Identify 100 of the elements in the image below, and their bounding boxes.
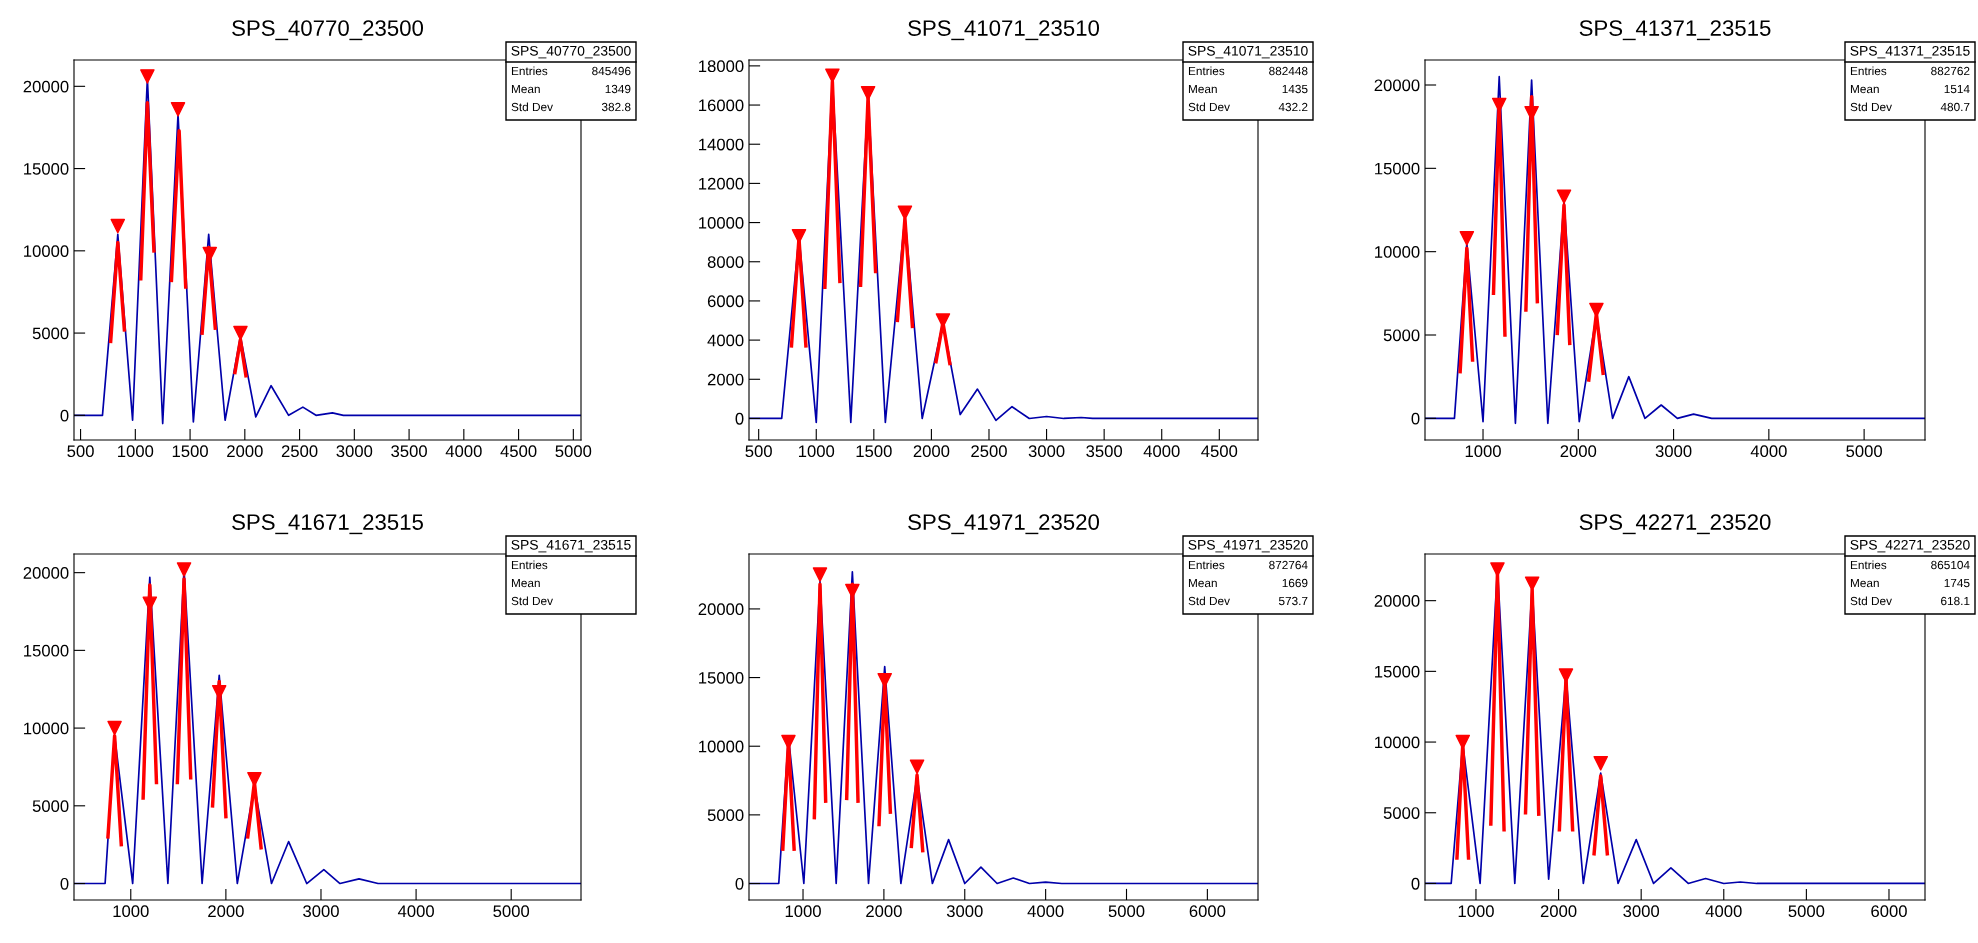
- annotation: Mean: [1188, 578, 1217, 588]
- x-tick-label: 4000: [1705, 905, 1742, 918]
- annotation: Entries: [1850, 66, 1887, 76]
- x-tick-label: 5000: [1788, 905, 1825, 918]
- text: SPS_42271_23520: [1850, 539, 1970, 553]
- y-tick-label: 20000: [23, 567, 69, 579]
- y-tick-label: 6000: [707, 295, 744, 308]
- x-tick-label: 5000: [555, 445, 592, 458]
- annotation: Mean: [511, 84, 540, 94]
- text: 865104: [1931, 560, 1970, 570]
- point: [791, 229, 807, 244]
- text: 432.2: [1278, 102, 1308, 112]
- x-tick-label: 1000: [798, 445, 835, 458]
- point: [170, 102, 186, 117]
- y-tick-label: 0: [1411, 412, 1420, 425]
- chart-title: SPS_41671_23515: [232, 514, 423, 535]
- point: [1491, 97, 1507, 113]
- x-tick-label: 2000: [208, 905, 244, 918]
- y-tick-label: 0: [735, 877, 744, 890]
- x-tick-label: 3000: [1655, 445, 1692, 458]
- x-tick-label: 500: [67, 445, 94, 458]
- chart-title: SPS_41971_23520: [908, 514, 1100, 535]
- x-tick-label: 4500: [500, 445, 537, 458]
- point: [877, 673, 892, 688]
- annotation: Std Dev: [511, 596, 553, 606]
- text: SPS_41971_23520: [1188, 539, 1308, 553]
- annotation: Mean: [1850, 578, 1879, 588]
- x-tick-label: 2000: [227, 445, 263, 458]
- x-tick-label: 6000: [1189, 905, 1226, 918]
- x-tick-label: 3000: [303, 905, 339, 918]
- point: [140, 69, 155, 84]
- text: SPS_41671_23515: [511, 539, 631, 553]
- x-tick-label: 500: [745, 445, 772, 458]
- x-tick-label: 2000: [1540, 905, 1577, 918]
- y-tick-label: 20000: [23, 80, 69, 93]
- chart-title: SPS_42271_23520: [1579, 514, 1771, 535]
- y-tick-label: 10000: [699, 216, 744, 229]
- y-tick-label: 15000: [1375, 162, 1420, 175]
- x-tick-label: 2500: [971, 445, 1007, 458]
- point: [247, 772, 262, 787]
- x-tick-label: 4500: [1201, 445, 1238, 458]
- annotation: Std Dev: [1188, 596, 1230, 606]
- y-tick-label: 10000: [699, 740, 744, 753]
- y-tick-label: 8000: [707, 256, 744, 268]
- x-tick-label: 3000: [946, 905, 983, 918]
- y-tick-label: 16000: [699, 99, 744, 112]
- x-tick-label: 1000: [118, 445, 154, 458]
- text: 382.8: [601, 102, 631, 112]
- annotation: Entries: [511, 560, 548, 570]
- point: [107, 720, 122, 736]
- text: 882448: [1269, 66, 1308, 76]
- x-tick-label: 1000: [1458, 905, 1494, 918]
- annotation: Mean: [511, 578, 540, 588]
- y-tick-label: 10000: [1375, 246, 1420, 258]
- y-tick-label: 20000: [1374, 79, 1420, 92]
- y-tick-label: 0: [735, 412, 744, 425]
- x-tick-label: 1000: [1465, 445, 1501, 458]
- x-tick-label: 5000: [493, 905, 530, 918]
- text: 882762: [1931, 66, 1970, 76]
- y-tick-label: 5000: [32, 800, 69, 813]
- x-tick-label: 5000: [1846, 445, 1883, 458]
- y-tick-label: 20000: [1374, 595, 1420, 607]
- x-tick-label: 5000: [1108, 905, 1145, 918]
- x-tick-label: 4000: [1027, 905, 1064, 918]
- text: 1745: [1944, 578, 1970, 588]
- y-tick-label: 5000: [32, 327, 69, 340]
- annotation: Std Dev: [1850, 596, 1892, 606]
- point: [1558, 668, 1574, 683]
- y-tick-label: 18000: [699, 60, 744, 73]
- x-tick-label: 4000: [397, 905, 434, 918]
- annotation: Entries: [1188, 560, 1225, 570]
- y-tick-label: 14000: [699, 138, 744, 151]
- y-tick-label: 12000: [699, 177, 744, 190]
- y-tick-label: 15000: [24, 162, 69, 175]
- y-tick-label: 10000: [24, 245, 69, 258]
- point: [1490, 562, 1505, 577]
- x-tick-label: 1500: [172, 445, 208, 458]
- y-tick-label: 0: [60, 877, 69, 890]
- text: 618.1: [1941, 596, 1970, 606]
- text: 845496: [592, 66, 631, 76]
- chart-title: SPS_40770_23500: [232, 20, 424, 41]
- annotation: Std Dev: [511, 102, 553, 112]
- x-tick-label: 3000: [1623, 905, 1660, 918]
- y-tick-label: 0: [1411, 877, 1420, 890]
- y-tick-label: 15000: [699, 671, 744, 684]
- point: [1455, 734, 1471, 750]
- text: 573.7: [1278, 596, 1308, 606]
- text: SPS_41371_23515: [1850, 45, 1970, 59]
- x-tick-label: 2000: [913, 445, 950, 458]
- text: SPS_41071_23510: [1188, 45, 1308, 59]
- text: SPS_40770_23500: [511, 45, 631, 59]
- y-tick-label: 10000: [24, 722, 69, 735]
- x-tick-label: 3500: [391, 445, 427, 458]
- x-tick-label: 4000: [1750, 445, 1787, 458]
- point: [897, 205, 913, 221]
- point: [1524, 576, 1540, 591]
- point: [825, 68, 840, 83]
- y-tick-label: 15000: [1375, 665, 1420, 678]
- y-tick-label: 5000: [1383, 807, 1420, 819]
- annotation: Std Dev: [1850, 102, 1892, 112]
